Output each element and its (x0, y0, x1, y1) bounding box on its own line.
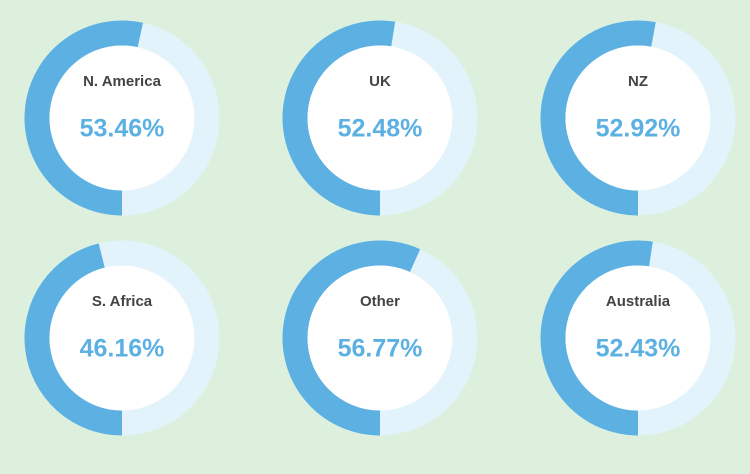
donut-hole (565, 45, 711, 191)
donut: Australia 52.43% (540, 240, 736, 436)
donut-arc (24, 243, 123, 436)
donut-title: UK (369, 73, 391, 90)
donut-value-label: 52.48% (338, 115, 423, 143)
donut-title: S. Africa (92, 293, 153, 310)
donut-title: N. America (83, 73, 161, 90)
donut-arc (24, 20, 144, 216)
donut: S. Africa 46.16% (24, 240, 220, 436)
donut-value-label: 52.43% (596, 335, 681, 363)
donut-arc (540, 240, 653, 436)
donut-hole (49, 45, 195, 191)
donut: UK 52.48% (282, 20, 478, 216)
donut-hole (565, 265, 711, 411)
donut-title: Australia (606, 293, 671, 310)
donut-hole (49, 265, 195, 411)
donut: N. America 53.46% (24, 20, 220, 216)
donut-value-label: 52.92% (596, 115, 681, 143)
donut-title: Other (360, 293, 400, 310)
donut-hole (307, 45, 453, 191)
donut-value-label: 53.46% (80, 115, 165, 143)
donut-hole (307, 265, 453, 411)
donut: Other 56.77% (282, 240, 478, 436)
donut-arc (282, 240, 421, 436)
donut-arc (540, 20, 656, 216)
donut: NZ 52.92% (540, 20, 736, 216)
donut-arc (282, 20, 396, 216)
donut-value-label: 46.16% (80, 335, 165, 363)
donut-title: NZ (628, 73, 648, 90)
donut-value-label: 56.77% (338, 335, 423, 363)
